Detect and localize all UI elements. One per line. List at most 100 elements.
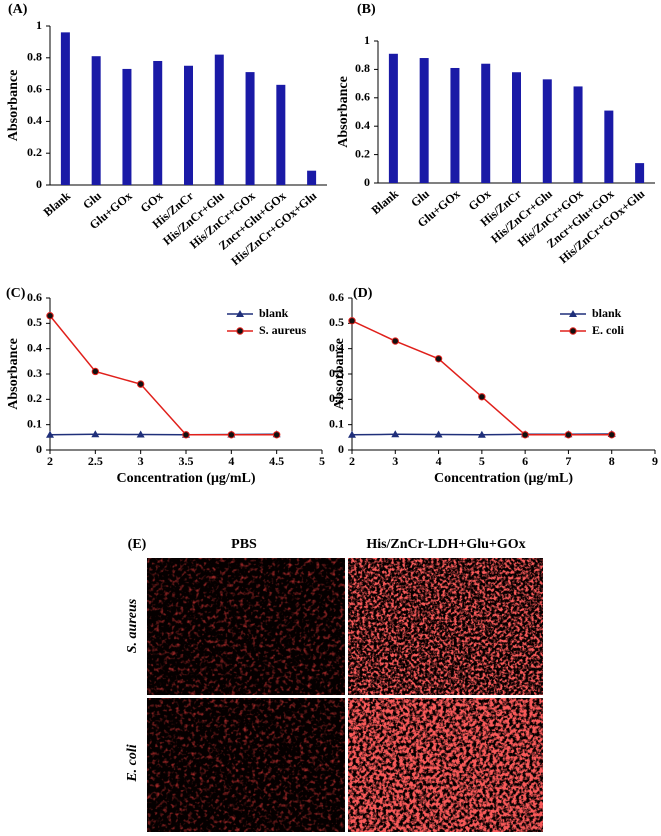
y-axis-label: Absorbance [336,76,351,148]
bar [276,84,286,185]
x-tick-label: 5 [319,454,325,468]
bar [214,54,224,186]
x-tick-label: 8 [609,454,615,468]
marker [348,430,356,438]
y-tick-label: 0.3 [27,366,42,380]
marker [391,337,399,345]
y-axis-label: Absorbance [6,338,21,410]
y-tick-label: 0 [36,442,42,456]
y-tick-label: 1 [364,33,370,47]
bar [512,72,521,183]
y-tick-label: 0.5 [27,315,42,329]
panel-title: (E) [128,537,147,552]
series-line [351,320,612,436]
bar [153,60,163,186]
y-axis-label: Absorbance [332,338,347,410]
marker [434,430,443,438]
x-tick-label: 7 [565,454,571,468]
legend-marker [236,310,244,317]
y-tick-label: 0.6 [329,290,344,304]
legend-label: blank [259,306,289,320]
marker [46,312,54,320]
legend-label: blank [592,306,622,320]
marker [91,430,100,438]
bar [542,79,552,183]
y-tick-label: 0.4 [329,340,344,354]
image-texture [348,558,543,695]
bar [91,56,101,186]
y-tick-label: 0.4 [27,113,42,127]
x-tick-label: 3.5 [179,454,194,468]
x-tick-label: Glu [408,186,432,209]
y-tick-label: 0.2 [27,391,42,405]
column-label: PBS [231,537,257,552]
bar [122,68,132,185]
y-tick-label: 0 [364,175,370,189]
bar [388,53,398,183]
y-tick-label: 0.8 [355,61,370,75]
y-tick-label: 0.8 [27,50,42,64]
legend-marker [569,310,577,317]
bar [635,163,645,183]
image-texture [147,698,345,832]
x-tick-label: 2 [349,454,355,468]
bar [184,65,193,185]
bar [307,170,317,185]
panel-title: (D) [353,286,373,301]
bar [573,86,583,183]
column-label: His/ZnCr-LDH+Glu+GOx [366,537,525,552]
y-tick-label: 0.1 [27,416,42,430]
y-tick-label: 0 [36,177,42,191]
y-axis-label: Absorbance [6,70,21,142]
panel-title: (C) [6,286,26,301]
row-label: S. aureus [125,598,140,653]
y-tick-label: 0.6 [27,290,42,304]
x-tick-label: 6 [522,454,528,468]
marker [136,430,145,438]
marker [564,431,573,439]
marker [227,431,236,439]
marker [182,431,190,439]
x-tick-label: Blank [41,188,74,219]
marker [348,317,356,325]
y-tick-label: 0.4 [355,118,370,132]
y-tick-label: 0.2 [355,146,370,160]
x-axis-label: Concentration (μg/mL) [434,471,573,486]
y-tick-label: 0.6 [27,81,42,95]
bar [60,32,70,185]
x-tick-label: 5 [479,454,485,468]
marker [136,380,145,388]
marker [608,431,616,439]
series-line [49,315,277,436]
legend-label: E. coli [592,323,625,337]
x-tick-label: 3 [392,454,398,468]
marker [434,355,443,363]
y-tick-label: 0.1 [329,416,344,430]
x-tick-label: 4 [228,454,234,468]
x-axis-label: Concentration (μg/mL) [117,471,256,486]
row-label: E. coli [125,744,140,782]
image-texture [348,698,543,832]
x-tick-label: 3 [138,454,144,468]
legend-marker [236,327,244,335]
y-tick-label: 0.4 [27,340,42,354]
bar [245,72,255,185]
bar [604,110,614,183]
bar [419,58,429,183]
bar [481,63,491,183]
x-tick-label: 2 [47,454,53,468]
marker [391,430,400,438]
x-tick-label: 2.5 [88,454,103,468]
y-tick-label: 0.2 [329,391,344,405]
y-tick-label: 0.3 [329,366,344,380]
y-tick-label: 1 [36,18,42,32]
panel-title: (A) [8,2,28,17]
marker [521,431,529,439]
bar [450,67,460,183]
marker [91,367,100,376]
y-tick-label: 0.5 [329,315,344,329]
marker [478,393,486,401]
legend-label: S. aureus [259,323,306,337]
x-tick-label: 4 [436,454,442,468]
